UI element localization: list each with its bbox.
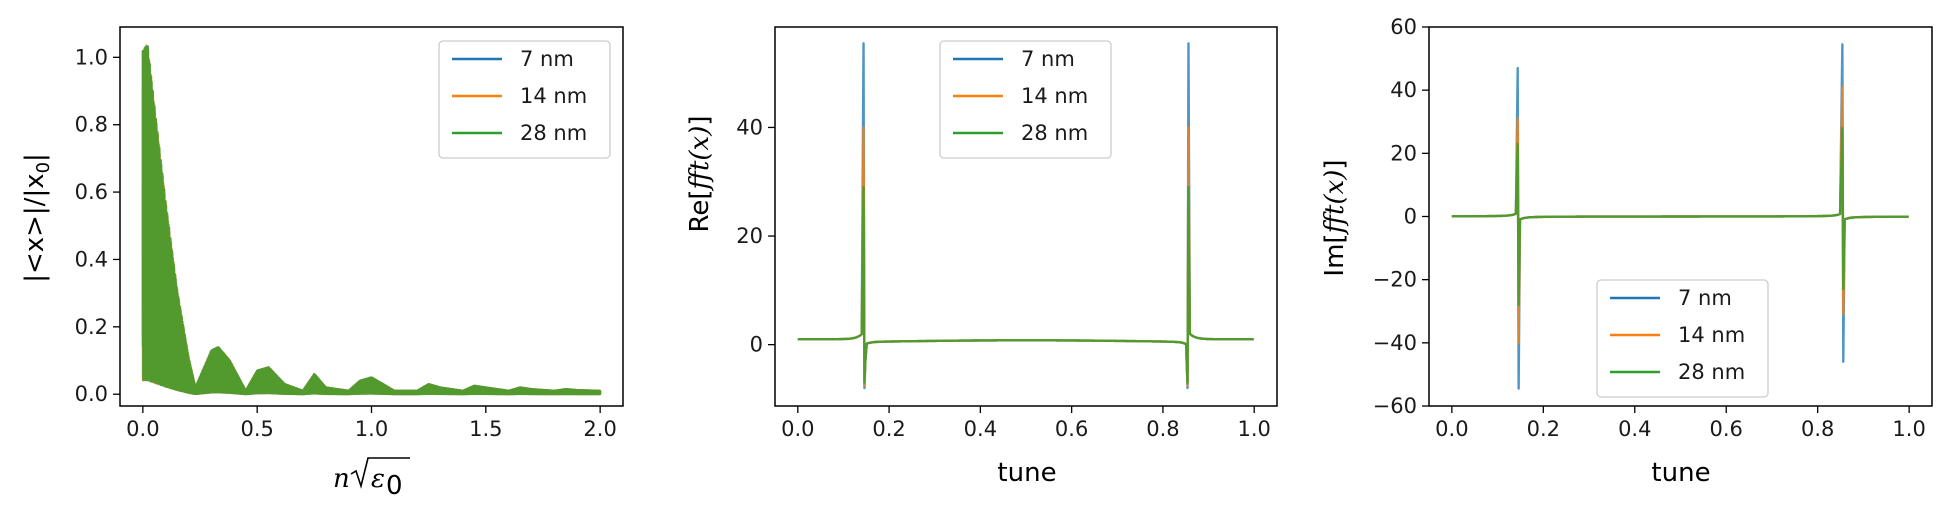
p3-xtick-label: 0.8 <box>1801 417 1834 441</box>
p3-ytick-label: 60 <box>1390 15 1417 39</box>
p1-ytick-label: 1.0 <box>75 45 108 69</box>
p1-ytick-label: 0.6 <box>75 180 108 204</box>
p3-ytick-label: 40 <box>1390 78 1417 102</box>
p2-axes-frame <box>774 26 1278 407</box>
p2-legend-label-14nm: 14 nm <box>1021 84 1088 108</box>
p3-x-ticks: 0.0 0.2 0.4 0.6 0.8 1.0 <box>1435 406 1926 441</box>
panel-imag-fft: 0.0 0.2 0.4 0.6 0.8 1.0 −60 −40 −20 0 20 40 60 Im[f… <box>1320 15 1933 488</box>
p2-xtick-label: 0.8 <box>1146 417 1179 441</box>
p2-xlabel: tune <box>997 458 1056 488</box>
p2-series-28nm <box>797 185 1254 384</box>
p3-series-group <box>1451 43 1909 390</box>
p1-xtick-label: 1.5 <box>469 417 502 441</box>
p2-xtick-label: 0.6 <box>1055 417 1088 441</box>
p3-xlabel: tune <box>1651 458 1710 488</box>
svg-text:ε: ε <box>371 464 385 494</box>
p1-legend-label-7nm: 7 nm <box>520 47 574 71</box>
panel-amplitude: 0.0 0.5 1.0 1.5 2.0 0.0 0.2 0.4 0.6 0.8 1.0 |<x>|… <box>20 26 624 501</box>
p2-y-ticks: 0 20 40 <box>736 115 775 357</box>
p2-xtick-label: 0.4 <box>964 417 997 441</box>
p1-legend-label-28nm: 28 nm <box>520 121 587 145</box>
p3-legend-label-28nm: 28 nm <box>1678 360 1745 384</box>
p2-ytick-label: 20 <box>736 224 763 248</box>
p1-ytick-label: 0.4 <box>75 247 108 271</box>
p3-xtick-label: 0.2 <box>1527 417 1560 441</box>
p3-ytick-label: −60 <box>1373 394 1417 418</box>
p1-xtick-label: 2.0 <box>583 417 616 441</box>
p3-legend-label-14nm: 14 nm <box>1678 323 1745 347</box>
sqrt-sign-icon <box>350 457 410 489</box>
p2-x-ticks: 0.0 0.2 0.4 0.6 0.8 1.0 <box>781 406 1271 441</box>
p3-ytick-label: 20 <box>1390 141 1417 165</box>
p3-xtick-label: 0.4 <box>1618 417 1651 441</box>
p1-legend: 7 nm 14 nm 28 nm <box>438 40 611 159</box>
p1-legend-label-14nm: 14 nm <box>520 84 587 108</box>
p2-xtick-label: 1.0 <box>1237 417 1270 441</box>
p2-legend: 7 nm 14 nm 28 nm <box>939 40 1112 159</box>
p2-xtick-label: 0.0 <box>781 417 814 441</box>
p1-ytick-label: 0.0 <box>75 382 108 406</box>
p3-series-28nm <box>1451 126 1909 307</box>
p3-legend: 7 nm 14 nm 28 nm <box>1596 279 1769 398</box>
p3-legend-label-7nm: 7 nm <box>1678 286 1732 310</box>
p3-ytick-label: −20 <box>1373 268 1417 292</box>
p1-ytick-label: 0.8 <box>75 113 108 137</box>
p1-xtick-label: 1.0 <box>355 417 388 441</box>
p2-ytick-label: 0 <box>750 333 763 357</box>
p1-xtick-label: 0.0 <box>126 417 159 441</box>
p3-xtick-label: 1.0 <box>1892 417 1925 441</box>
svg-text:0: 0 <box>386 471 403 501</box>
p3-ylabel: Im[fft(x)] <box>1320 159 1350 276</box>
p2-xtick-label: 0.2 <box>872 417 905 441</box>
p1-ylabel: |<x>|/|x0| <box>20 153 54 283</box>
p1-series-28nm <box>141 45 602 396</box>
p1-xlabel: n ε 0 <box>333 457 410 501</box>
p2-series-group <box>797 42 1254 390</box>
panel-real-fft: 0.0 0.2 0.4 0.6 0.8 1.0 0 20 40 Re[fft(x)] tune… <box>685 26 1278 488</box>
p3-xtick-label: 0.6 <box>1710 417 1743 441</box>
p3-xtick-label: 0.0 <box>1435 417 1468 441</box>
p3-ytick-label: −40 <box>1373 331 1417 355</box>
p1-x-ticks: 0.0 0.5 1.0 1.5 2.0 <box>126 406 617 441</box>
p2-ylabel: Re[fft(x)] <box>685 115 715 232</box>
p3-ytick-label: 0 <box>1404 205 1417 229</box>
p1-y-ticks: 0.0 0.2 0.4 0.6 0.8 1.0 <box>75 45 120 406</box>
p2-ytick-label: 40 <box>736 115 763 139</box>
p2-legend-label-7nm: 7 nm <box>1021 47 1075 71</box>
p3-y-ticks: −60 −40 −20 0 20 40 60 <box>1373 15 1429 418</box>
svg-text:n: n <box>333 464 350 494</box>
p2-legend-label-28nm: 28 nm <box>1021 121 1088 145</box>
p1-ytick-label: 0.2 <box>75 315 108 339</box>
p1-series-group <box>141 44 602 396</box>
p1-xtick-label: 0.5 <box>240 417 273 441</box>
